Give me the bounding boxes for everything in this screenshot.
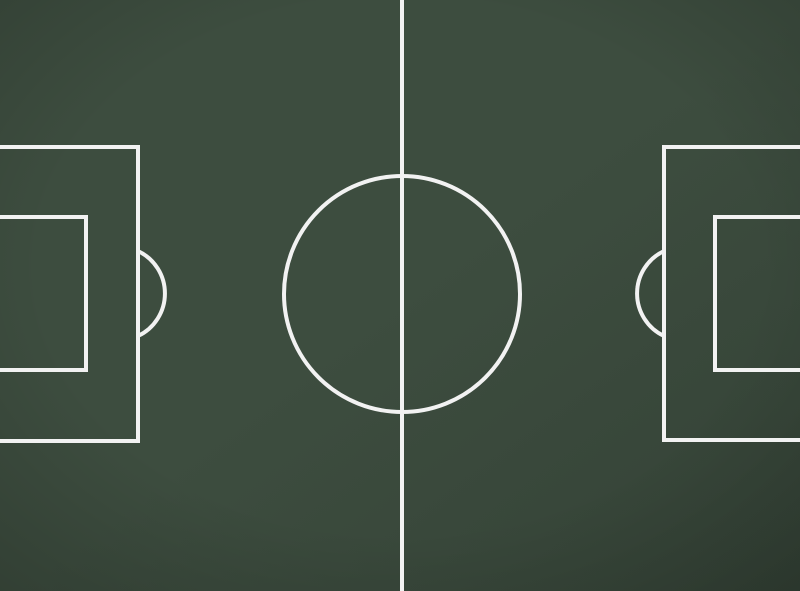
left-penalty-area (0, 145, 140, 443)
center-circle (282, 174, 522, 414)
right-penalty-arc (635, 249, 665, 338)
left-penalty-arc (137, 249, 167, 338)
right-penalty-area (662, 145, 800, 442)
right-goal-area (713, 215, 800, 372)
left-goal-area (0, 215, 88, 372)
